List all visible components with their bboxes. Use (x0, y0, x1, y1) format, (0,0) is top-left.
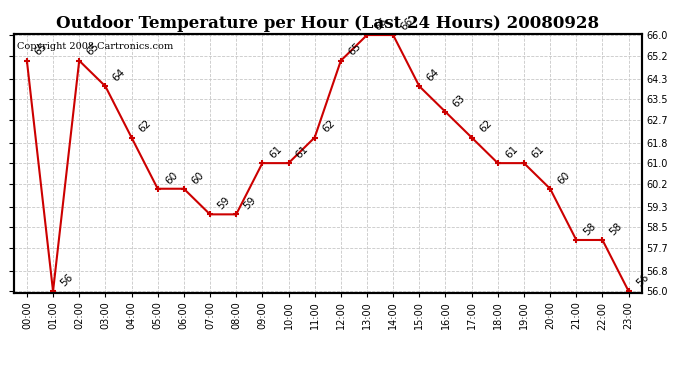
Text: 61: 61 (294, 144, 310, 160)
Text: 61: 61 (529, 144, 546, 160)
Text: 62: 62 (320, 118, 337, 135)
Text: 66: 66 (399, 16, 415, 32)
Text: 61: 61 (504, 144, 520, 160)
Text: 62: 62 (137, 118, 154, 135)
Text: Copyright 2008 Cartronics.com: Copyright 2008 Cartronics.com (17, 42, 173, 51)
Text: 65: 65 (85, 41, 101, 58)
Text: 56: 56 (59, 272, 75, 288)
Text: 63: 63 (451, 93, 468, 109)
Text: 64: 64 (111, 67, 128, 84)
Text: 61: 61 (268, 144, 284, 160)
Text: 56: 56 (634, 272, 651, 288)
Text: 59: 59 (215, 195, 232, 211)
Text: 60: 60 (555, 170, 572, 186)
Text: 66: 66 (373, 16, 389, 32)
Text: 65: 65 (346, 41, 363, 58)
Text: 58: 58 (582, 221, 598, 237)
Text: 58: 58 (608, 221, 624, 237)
Text: 65: 65 (32, 41, 49, 58)
Text: 62: 62 (477, 118, 493, 135)
Text: 59: 59 (241, 195, 258, 211)
Title: Outdoor Temperature per Hour (Last 24 Hours) 20080928: Outdoor Temperature per Hour (Last 24 Ho… (56, 15, 600, 32)
Text: 60: 60 (190, 170, 206, 186)
Text: 64: 64 (425, 67, 442, 84)
Text: 60: 60 (164, 170, 179, 186)
